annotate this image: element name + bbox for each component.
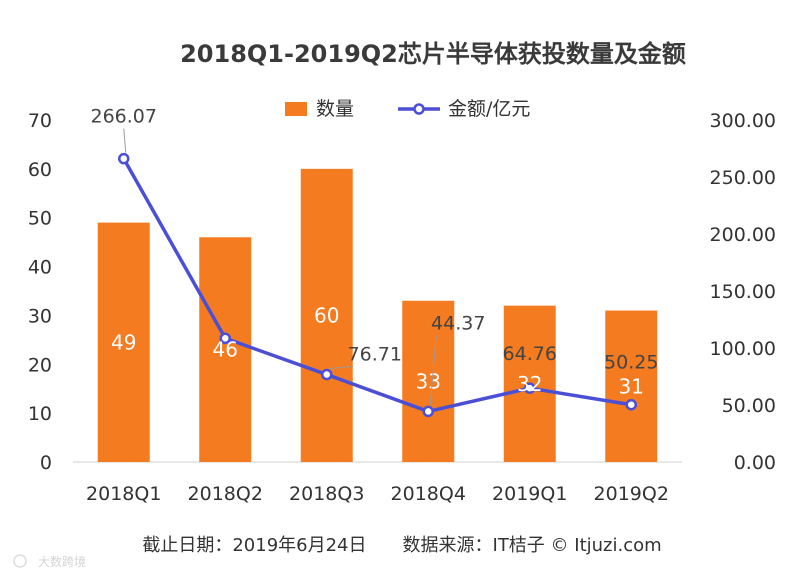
y-left-tick-label: 30 <box>28 305 52 327</box>
y-right-tick-label: 200.00 <box>710 224 776 246</box>
bar <box>199 237 252 462</box>
bar-value-label: 33 <box>416 369 441 393</box>
bar-value-label: 49 <box>111 330 136 354</box>
x-tick-label: 2018Q1 <box>86 483 161 505</box>
bar <box>605 310 658 462</box>
watermark-text: 大数跨境 <box>38 554 86 569</box>
legend-line-marker <box>413 103 425 115</box>
line-point <box>625 398 637 411</box>
line-series <box>118 152 637 418</box>
line-path <box>122 157 632 414</box>
line-point <box>118 152 130 165</box>
footer-text: 截止日期：2019年6月24日 数据来源：IT桔子 © Itjuzi.com <box>142 535 661 556</box>
data-labels: 49 46 60 33 32 31 266.07 76.71 44.37 64.76 50.25 <box>91 106 658 406</box>
line-point <box>219 332 231 345</box>
chart-title: 2018Q1-2019Q2芯片半导体获投数量及金额 <box>180 40 686 68</box>
bar <box>300 168 353 462</box>
bar-value-label: 46 <box>213 338 238 362</box>
line-value-label: 266.07 <box>91 106 157 128</box>
y-left-tick-label: 10 <box>28 403 52 425</box>
watermark: 大数跨境 <box>13 554 86 569</box>
line-point <box>524 382 536 394</box>
bar-value-label: 31 <box>619 374 644 398</box>
bar-value-label: 32 <box>517 372 542 396</box>
leader-line <box>328 366 353 370</box>
line-value-label: 50.25 <box>604 352 658 374</box>
legend: 数量 金额/亿元 <box>285 98 530 120</box>
bar-value-label: 60 <box>314 303 339 327</box>
line-value-label: 76.71 <box>348 344 402 366</box>
axes: 0 10 20 30 40 50 60 70 0.00 50.00 100.00 150.00 200.… <box>28 110 776 505</box>
x-tick-label: 2018Q4 <box>391 483 466 505</box>
y-right-tick-label: 300.00 <box>710 110 776 132</box>
line-value-label: 44.37 <box>431 312 485 334</box>
y-right-tick-label: 50.00 <box>722 395 776 417</box>
y-right-tick-label: 100.00 <box>710 338 776 360</box>
x-tick-label: 2018Q2 <box>188 483 263 505</box>
leader-line <box>429 335 437 406</box>
watermark-logo-icon <box>13 554 27 568</box>
x-tick-label: 2019Q2 <box>594 483 669 505</box>
legend-bar-label: 数量 <box>316 98 354 120</box>
line-value-label: 64.76 <box>503 343 557 365</box>
line-point <box>321 368 333 381</box>
y-left-tick-label: 0 <box>40 452 52 474</box>
y-right-tick-label: 0.00 <box>734 452 776 474</box>
y-left-tick-label: 20 <box>28 354 52 376</box>
y-left-tick-label: 60 <box>28 159 52 181</box>
y-left-tick-label: 70 <box>28 110 52 132</box>
line-point <box>422 405 434 418</box>
y-left-tick-label: 40 <box>28 257 52 279</box>
bar <box>402 300 455 462</box>
bars <box>97 168 658 462</box>
y-right-tick-label: 150.00 <box>710 281 776 303</box>
y-right-tick-label: 250.00 <box>710 167 776 189</box>
legend-bar-swatch <box>285 102 307 116</box>
y-left-tick-label: 50 <box>28 208 52 230</box>
bar <box>97 222 150 462</box>
legend-line-label: 金额/亿元 <box>448 98 530 120</box>
x-tick-label: 2018Q3 <box>289 483 364 505</box>
x-tick-label: 2019Q1 <box>492 483 567 505</box>
leader-line <box>123 128 127 153</box>
